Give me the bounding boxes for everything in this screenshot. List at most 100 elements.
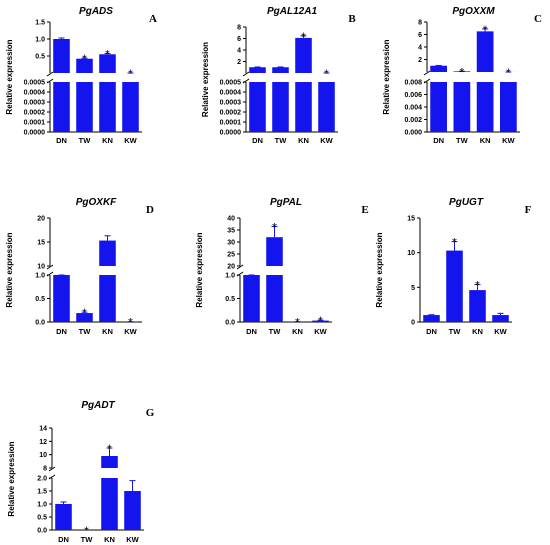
chart-title: PgADT	[81, 400, 115, 411]
significance-marker: *	[128, 316, 133, 330]
x-tick-label: TW	[79, 136, 92, 145]
y-tick-label: 0.0004	[24, 90, 46, 97]
bar-kn-upper	[101, 456, 118, 468]
bar-dn-upper	[53, 39, 70, 73]
y-tick-label: 8	[43, 466, 47, 473]
x-tick-label: TW	[456, 136, 469, 145]
axis-break-mark	[236, 264, 244, 270]
bar-tw	[76, 313, 93, 322]
bar-kw	[122, 82, 139, 132]
x-tick-label: TW	[269, 327, 282, 336]
panel-letter: F	[525, 204, 532, 216]
chart-title: PgADS	[79, 6, 113, 17]
y-tick-label: 1.0	[35, 273, 45, 280]
panel-e: PgPAL E Relative expression 20 25 30 35 40 0.0 0.…	[195, 197, 369, 336]
bar-kn	[476, 82, 494, 132]
bar-dn	[55, 504, 72, 530]
x-tick-label: TW	[79, 327, 92, 336]
bar-tw	[446, 250, 463, 322]
panel-d: PgOXKF D Relative expression 10 15 20 0.0 0.5 1.…	[5, 197, 154, 336]
chart-title: PgOXXM	[452, 6, 495, 17]
y-tick-label: 10	[37, 264, 45, 271]
y-tick-label: 10	[407, 250, 415, 257]
y-tick-label: 0.0	[35, 320, 45, 327]
panel-letter: G	[146, 407, 155, 419]
y-tick-label: 1.0	[37, 502, 47, 509]
x-tick-label: KW	[494, 327, 507, 336]
bar-tw	[453, 82, 471, 132]
y-tick-label: 0.0	[37, 528, 47, 535]
chart-title: PgAL12A1	[267, 6, 317, 17]
bar-kw	[492, 315, 509, 322]
panel-b: PgAL12A1 B Relative expression 2 4 6 8 0.0000 0.…	[201, 6, 356, 145]
panel-f: PgUGT F Relative expression 0 5 10 15 DN * TW * KN K…	[375, 197, 532, 336]
y-tick-label: 0.0001	[24, 120, 46, 127]
bar-kn-upper	[99, 54, 116, 73]
axis-break-mark	[46, 78, 54, 84]
x-tick-label: KN	[102, 136, 113, 145]
significance-marker: *	[82, 52, 87, 66]
y-tick-label: 12	[39, 439, 47, 446]
y-tick-label: 15	[407, 216, 415, 223]
y-tick-label: 4	[418, 45, 422, 52]
axis-break-mark	[48, 466, 56, 472]
y-tick-label: 40	[227, 216, 235, 223]
significance-marker: *	[82, 306, 87, 320]
bar-dn-upper	[430, 65, 447, 72]
bar-dn	[53, 82, 70, 132]
x-tick-label: DN	[58, 535, 69, 544]
chart-title: PgPAL	[270, 197, 302, 208]
y-tick-label: 20	[37, 216, 45, 223]
x-tick-label: DN	[252, 136, 263, 145]
panel-letter: E	[361, 204, 368, 216]
significance-marker: *	[301, 30, 306, 44]
bar-kn	[99, 82, 116, 132]
y-tick-label: 0.5	[225, 296, 235, 303]
significance-marker: *	[475, 279, 480, 293]
axis-break-mark	[423, 70, 431, 76]
bar-tw	[272, 82, 289, 132]
axis-break-mark	[48, 474, 56, 480]
y-tick-label: 0.5	[37, 515, 47, 522]
x-tick-label: TW	[81, 535, 94, 544]
x-tick-label: DN	[56, 136, 67, 145]
significance-marker: *	[128, 67, 133, 81]
significance-marker: *	[107, 442, 112, 456]
y-tick-label: 2.0	[37, 476, 47, 483]
x-tick-label: TW	[275, 136, 288, 145]
y-axis-label: Relative expression	[201, 42, 210, 117]
y-tick-label: 5	[411, 285, 415, 292]
axis-break-mark	[46, 264, 54, 270]
x-tick-label: KN	[480, 136, 491, 145]
y-tick-label: 0.0003	[220, 100, 242, 107]
y-tick-label: 0.006	[404, 92, 422, 99]
panel-letter: B	[348, 13, 356, 25]
x-tick-label: KN	[102, 327, 113, 336]
significance-marker: *	[483, 23, 488, 37]
y-axis-label: Relative expression	[7, 441, 16, 516]
x-tick-label: KW	[124, 327, 137, 336]
bar-tw-upper	[266, 237, 283, 266]
x-tick-label: KN	[292, 327, 303, 336]
chart-title: PgOXKF	[76, 197, 117, 208]
axis-break-mark	[242, 71, 250, 77]
bar-kw	[500, 82, 517, 132]
significance-marker: *	[295, 316, 300, 330]
x-tick-label: KW	[502, 136, 515, 145]
y-tick-label: 0.0001	[220, 120, 242, 127]
x-tick-label: DN	[56, 327, 67, 336]
y-tick-label: 0	[411, 320, 415, 327]
bar-kn	[99, 275, 116, 322]
x-tick-label: DN	[433, 136, 444, 145]
bar-tw	[266, 275, 283, 322]
y-tick-label: 0.5	[35, 296, 45, 303]
bar-kn-upper	[99, 240, 116, 266]
bar-kn	[469, 290, 486, 322]
y-tick-label: 15	[37, 240, 45, 247]
axis-break-mark	[46, 71, 54, 77]
significance-marker: *	[318, 314, 323, 328]
y-axis-label: Relative expression	[375, 232, 384, 307]
bar-dn	[423, 315, 440, 322]
y-tick-label: 0.5	[35, 54, 45, 61]
bar-tw	[76, 82, 93, 132]
